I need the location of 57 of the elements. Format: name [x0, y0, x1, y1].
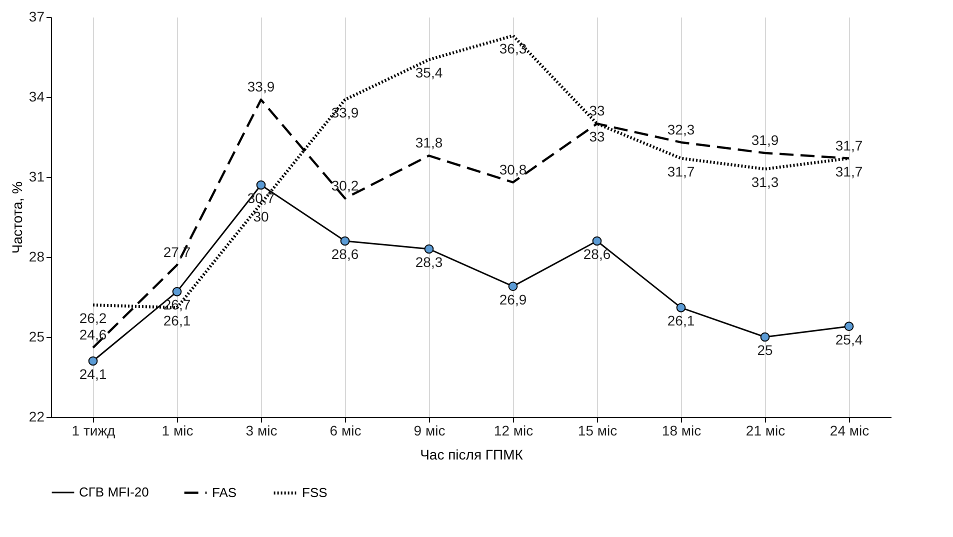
data-label: 25,4 — [835, 331, 863, 348]
x-tick-label: 12 міс — [494, 422, 534, 438]
legend-label: FSS — [302, 485, 328, 500]
data-label: 32,3 — [667, 121, 695, 138]
data-label: 30 — [253, 208, 269, 225]
legend-label: СГВ MFI-20 — [79, 484, 149, 500]
data-label: 26,9 — [499, 291, 527, 308]
data-label: 26,2 — [79, 310, 107, 326]
data-label: 24,1 — [79, 366, 107, 382]
point — [760, 332, 770, 342]
x-tick-label: 15 міс — [578, 422, 618, 438]
y-tick-label: 22 — [28, 408, 45, 424]
x-tick-label: 18 міс — [662, 422, 702, 438]
point — [424, 244, 434, 254]
y-tick-label: 31 — [28, 168, 45, 184]
data-label: 33 — [589, 102, 605, 119]
data-label: 28,6 — [331, 246, 359, 262]
y-tick-label: 28 — [28, 248, 45, 264]
data-label: 30,2 — [331, 177, 359, 194]
data-label: 31,7 — [835, 137, 863, 154]
data-label: 25 — [757, 342, 773, 358]
point — [88, 356, 98, 366]
x-tick-label: 6 міс — [330, 422, 362, 438]
data-label: 31,3 — [751, 174, 779, 190]
data-label: 31,7 — [667, 163, 695, 180]
y-tick-label: 25 — [28, 328, 45, 344]
x-tick-label: 1 тижд — [72, 422, 116, 438]
y-tick-label: 37 — [28, 8, 45, 24]
data-label: 26,1 — [667, 312, 695, 329]
data-label: 28,6 — [583, 246, 611, 262]
point — [844, 322, 854, 332]
data-label: 31,8 — [415, 134, 443, 151]
data-label: 33 — [589, 128, 605, 145]
point — [256, 180, 266, 190]
data-label: 30,8 — [499, 161, 527, 178]
point — [676, 302, 686, 312]
point — [172, 286, 182, 296]
data-label: 36,3 — [499, 40, 527, 57]
legend-label: FAS — [212, 484, 237, 500]
x-axis-title: Час після ГПМК — [420, 446, 524, 462]
x-tick-label: 24 міс — [830, 422, 870, 438]
data-label: 31,7 — [835, 163, 863, 180]
y-tick-label: 34 — [28, 88, 45, 104]
y-axis-title: Частота, % — [8, 181, 25, 254]
data-label: 26,1 — [163, 312, 191, 329]
data-label: 35,4 — [415, 64, 443, 81]
point — [340, 236, 350, 246]
x-tick-label: 9 міс — [414, 422, 446, 438]
data-label: 28,3 — [415, 254, 443, 270]
x-tick-label: 21 міс — [746, 422, 786, 438]
data-label: 33,9 — [247, 78, 275, 95]
x-tick-label: 1 міс — [162, 422, 194, 438]
data-label: 24,6 — [79, 326, 107, 343]
point — [508, 282, 518, 292]
point — [592, 236, 602, 246]
x-tick-label: 3 міс — [246, 422, 278, 438]
data-label: 31,9 — [751, 132, 779, 148]
